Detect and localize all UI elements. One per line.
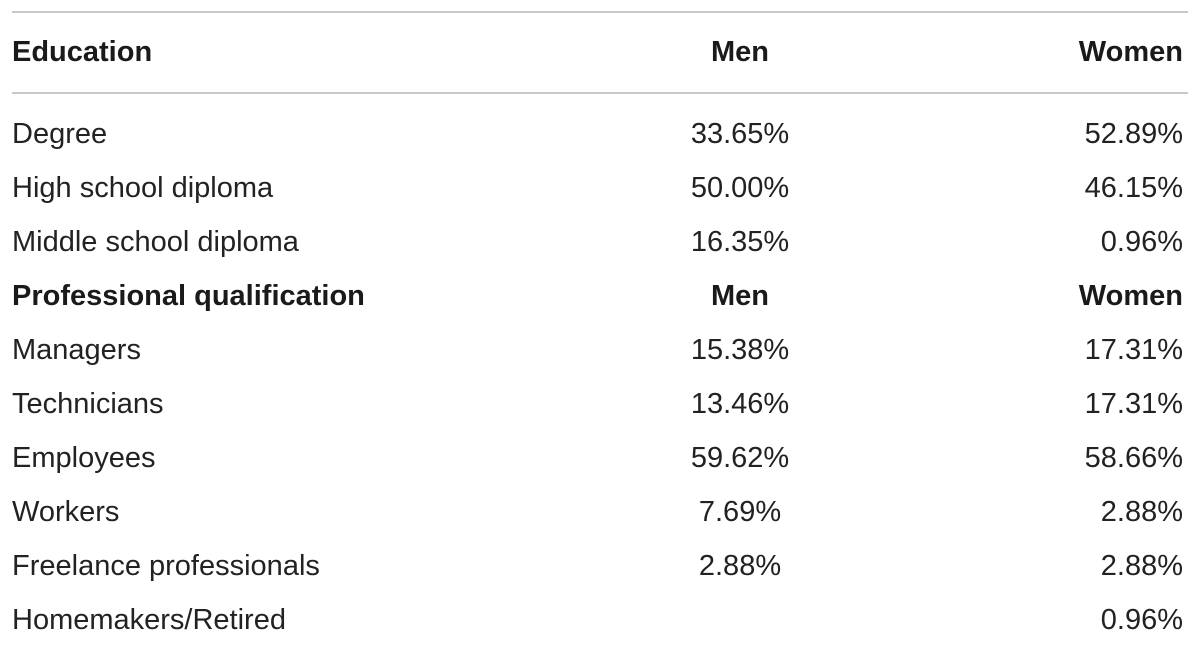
table-row: Managers 15.38% 17.31% [0,323,1200,377]
row-women-value: 2.88% [1100,496,1183,528]
row-men-value: 33.65% [690,118,790,150]
subheader-row: Professional qualification Men Women [0,269,1200,323]
row-label: Freelance professionals [12,550,320,582]
row-label: Employees [12,442,156,474]
row-men-value: 15.38% [690,334,790,366]
subheader-men: Men [711,280,769,312]
header-education: Education [12,36,153,68]
header-women: Women [1078,36,1183,68]
row-women-value: 17.31% [1084,334,1183,366]
header-men: Men [711,36,769,68]
row-women-value: 0.96% [1100,604,1183,636]
row-label: Middle school diploma [12,226,299,258]
table-row: Freelance professionals 2.88% 2.88% [0,539,1200,593]
table-row: Middle school diploma 16.35% 0.96% [0,215,1200,269]
row-men-value: 16.35% [690,226,790,258]
row-label: Degree [12,118,108,150]
row-label: Workers [12,496,120,528]
table-row: High school diploma 50.00% 46.15% [0,161,1200,215]
table-row: Homemakers/Retired 0.96% [0,593,1200,647]
row-women-value: 0.96% [1100,226,1183,258]
row-women-value: 58.66% [1084,442,1183,474]
table-row: Workers 7.69% 2.88% [0,485,1200,539]
row-men-value: 59.62% [690,442,790,474]
row-label: Homemakers/Retired [12,604,286,636]
row-men-value: 7.69% [698,496,782,528]
row-men-value: 50.00% [690,172,790,204]
row-men-value: 13.46% [690,388,790,420]
row-men-value [640,593,840,647]
table-row: Technicians 13.46% 17.31% [0,377,1200,431]
row-label: High school diploma [12,172,274,204]
row-label: Technicians [12,388,164,420]
row-women-value: 2.88% [1100,550,1183,582]
row-label: Managers [12,334,141,366]
header-rule [12,92,1188,94]
top-rule [12,11,1188,13]
row-women-value: 17.31% [1084,388,1183,420]
row-women-value: 46.15% [1084,172,1183,204]
row-men-value: 2.88% [698,550,782,582]
subheader-professional-qualification: Professional qualification [12,280,365,312]
table-row: Degree 33.65% 52.89% [0,107,1200,161]
subheader-women: Women [1078,280,1183,312]
row-women-value: 52.89% [1084,118,1183,150]
table-row: Employees 59.62% 58.66% [0,431,1200,485]
header-row: Education Men Women [0,25,1200,79]
